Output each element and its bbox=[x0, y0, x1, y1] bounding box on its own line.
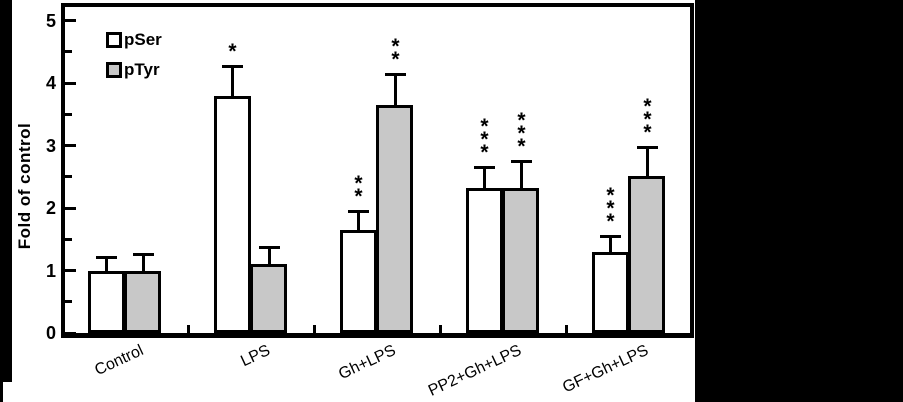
bar-ptyr-control bbox=[124, 270, 161, 333]
y-major-tick bbox=[65, 144, 76, 147]
asterisk: * bbox=[643, 108, 652, 132]
asterisk: * bbox=[354, 185, 363, 209]
y-major-tick bbox=[65, 269, 76, 272]
x-label-control: Control bbox=[92, 341, 147, 380]
y-tick-label: 5 bbox=[45, 10, 56, 31]
asterisk: * bbox=[643, 121, 652, 145]
y-tick-label: 2 bbox=[45, 198, 56, 218]
bar-pser-pp2-gh-lps bbox=[466, 188, 503, 333]
error-bar-ptyr-control bbox=[142, 254, 145, 273]
legend-label-ptyr: pTyr bbox=[124, 60, 160, 79]
error-bar-ptyr-lps bbox=[268, 247, 271, 267]
y-axis-title: Fold of control bbox=[15, 122, 34, 250]
legend-row-pser: pSer bbox=[106, 29, 162, 51]
x-label-gf-gh-lps: GF+Gh+LPS bbox=[559, 341, 651, 397]
asterisk: * bbox=[480, 128, 489, 152]
error-bar-pser-control bbox=[105, 256, 108, 273]
pser-swatch-icon bbox=[106, 32, 122, 48]
asterisk: * bbox=[391, 34, 400, 58]
x-category-tick bbox=[312, 325, 316, 333]
error-bar-pser-pp2-gh-lps bbox=[483, 167, 486, 190]
error-bar-pser-gf-gh-lps bbox=[609, 235, 612, 254]
error-cap-ptyr-lps bbox=[259, 246, 280, 250]
error-cap-pser-gf-gh-lps bbox=[600, 234, 621, 238]
error-cap-ptyr-control bbox=[133, 253, 154, 257]
error-cap-pser-pp2-gh-lps bbox=[474, 166, 495, 170]
y-major-tick bbox=[65, 19, 76, 22]
error-cap-pser-lps bbox=[222, 64, 243, 68]
asterisk: * bbox=[606, 183, 615, 207]
ptyr-swatch-icon bbox=[106, 62, 122, 78]
significance-pser-gh-lps: * * bbox=[348, 172, 370, 209]
error-cap-pser-control bbox=[96, 255, 117, 259]
significance-pser-lps: * bbox=[222, 39, 244, 63]
y-tick-label: 4 bbox=[45, 73, 56, 93]
y-tick-label: 3 bbox=[45, 135, 56, 156]
y-major-tick bbox=[65, 331, 76, 335]
bar-ptyr-gh-lps bbox=[376, 104, 413, 333]
asterisk: * bbox=[517, 109, 526, 133]
error-bar-pser-lps bbox=[231, 65, 234, 98]
error-cap-ptyr-gf-gh-lps bbox=[637, 146, 658, 150]
x-label-lps: LPS bbox=[238, 341, 273, 371]
x-category-tick bbox=[438, 325, 442, 333]
error-bar-ptyr-gh-lps bbox=[394, 73, 397, 107]
x-label-gh-lps: Gh+LPS bbox=[336, 341, 399, 384]
asterisk: * bbox=[643, 95, 652, 119]
y-minor-tick bbox=[65, 300, 72, 304]
y-minor-tick bbox=[65, 237, 72, 241]
legend-label-pser: pSer bbox=[124, 30, 162, 49]
x-label-pp2-gh-lps: PP2+Gh+LPS bbox=[426, 341, 525, 400]
bar-ptyr-gf-gh-lps bbox=[628, 175, 665, 333]
y-minor-tick bbox=[65, 112, 72, 116]
x-category-tick bbox=[60, 325, 64, 333]
error-bar-ptyr-pp2-gh-lps bbox=[520, 161, 523, 190]
error-bar-pser-gh-lps bbox=[357, 211, 360, 232]
y-major-tick bbox=[65, 206, 76, 210]
scan-border-left-upper bbox=[0, 0, 12, 382]
asterisk: * bbox=[228, 39, 237, 63]
bar-pser-lps bbox=[214, 95, 251, 333]
bar-ptyr-lps bbox=[250, 264, 287, 333]
error-cap-ptyr-gh-lps bbox=[385, 72, 406, 76]
bar-ptyr-pp2-gh-lps bbox=[502, 188, 539, 333]
y-minor-tick bbox=[65, 175, 72, 179]
y-tick-label: 0 bbox=[45, 323, 56, 343]
y-tick-label: 1 bbox=[45, 260, 56, 281]
asterisk: * bbox=[354, 172, 363, 196]
legend-row-ptyr: pTyr bbox=[106, 59, 160, 81]
asterisk: * bbox=[517, 135, 526, 159]
bar-pser-gh-lps bbox=[340, 229, 377, 333]
asterisk: * bbox=[606, 209, 615, 233]
significance-ptyr-gh-lps: * * bbox=[385, 34, 407, 71]
asterisk: * bbox=[517, 122, 526, 146]
significance-pser-pp2-gh-lps: * * * bbox=[474, 115, 496, 165]
significance-ptyr-gf-gh-lps: * * * bbox=[637, 95, 659, 145]
y-major-tick bbox=[65, 81, 76, 85]
asterisk: * bbox=[606, 196, 615, 220]
scan-border-right bbox=[695, 0, 903, 402]
significance-ptyr-pp2-gh-lps: * * * bbox=[511, 109, 533, 159]
bar-pser-control bbox=[88, 270, 125, 333]
error-bar-ptyr-gf-gh-lps bbox=[646, 147, 649, 178]
bar-pser-gf-gh-lps bbox=[592, 251, 629, 333]
asterisk: * bbox=[480, 115, 489, 139]
x-category-tick bbox=[186, 325, 190, 333]
y-minor-tick bbox=[65, 50, 72, 54]
significance-pser-gf-gh-lps: * * * bbox=[600, 183, 622, 233]
error-cap-pser-gh-lps bbox=[348, 210, 369, 214]
asterisk: * bbox=[391, 47, 400, 71]
x-category-tick bbox=[564, 325, 568, 333]
asterisk: * bbox=[480, 141, 489, 165]
error-cap-ptyr-pp2-gh-lps bbox=[511, 160, 532, 164]
